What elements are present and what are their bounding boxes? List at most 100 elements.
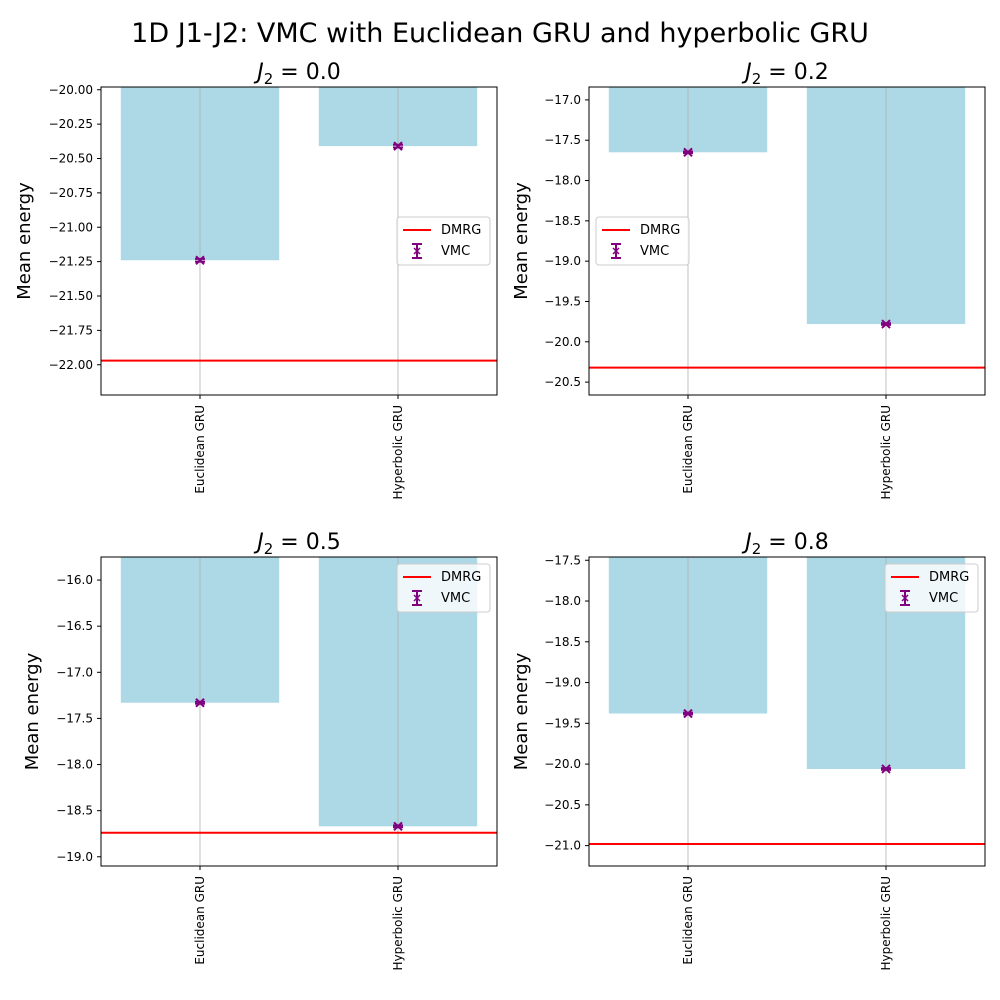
- vmc-point-0: [683, 708, 693, 719]
- vmc-marker-stroke-b: [393, 141, 403, 151]
- x-tick-label: Euclidean GRU: [681, 876, 695, 965]
- subplot-2: −16.0 −16.5 −17.0 −17.5 −18.0 −18.5 −19.0 Eucli…: [22, 530, 498, 971]
- x-tick-label: Euclidean GRU: [193, 876, 207, 965]
- vmc-marker-stroke-b: [393, 821, 403, 832]
- subplot-1: −17.0 −17.5 −18.0 −18.5 −19.0 −19.5 −20.0 −20.5…: [511, 60, 986, 500]
- x-tick-label: Hyperbolic GRU: [879, 405, 893, 500]
- legend-dmrg-label: DMRG: [441, 570, 481, 585]
- vmc-marker-stroke-b: [195, 698, 205, 708]
- y-tick-label: −21.00: [49, 220, 93, 234]
- title-symbol: J: [741, 60, 752, 85]
- title-subscript: 2: [752, 70, 762, 88]
- y-tick-label: −21.75: [49, 323, 93, 337]
- axes-frame: [588, 556, 986, 867]
- legend-vmc-label: VMC: [441, 591, 470, 606]
- y-axis-label: Mean energy: [511, 182, 532, 300]
- vmc-point-0: [195, 255, 205, 265]
- figure-title: 1D J1-J2: VMC with Euclidean GRU and hyp…: [131, 18, 869, 49]
- legend-vmc-marker-b: [612, 247, 620, 255]
- title-value: = 0.0: [273, 60, 340, 85]
- legend: DMRG VMC: [595, 216, 690, 266]
- y-tick-label: −21.50: [49, 289, 93, 303]
- vmc-marker-stroke-b: [881, 764, 891, 774]
- y-tick-label: −17.0: [56, 665, 93, 679]
- axes-frame: [100, 556, 498, 867]
- y-tick-label: −21.0: [544, 839, 581, 853]
- title-value: = 0.2: [761, 60, 828, 85]
- title-symbol: J: [253, 530, 264, 555]
- y-tick-label: −18.5: [544, 635, 581, 649]
- vmc-marker-stroke-b: [881, 319, 891, 329]
- y-tick-label: −19.0: [544, 254, 581, 268]
- x-tick-label: Euclidean GRU: [193, 405, 207, 494]
- title-value: = 0.8: [761, 530, 828, 555]
- y-tick-label: −22.00: [49, 358, 93, 372]
- y-tick-label: −18.0: [56, 758, 93, 772]
- y-axis-label: Mean energy: [22, 652, 43, 770]
- y-tick-label: −17.5: [56, 711, 93, 725]
- legend-vmc-label: VMC: [441, 244, 470, 259]
- y-tick-label: −20.0: [544, 335, 581, 349]
- legend-dmrg-label: DMRG: [640, 223, 680, 238]
- x-tick-label: Hyperbolic GRU: [879, 876, 893, 971]
- y-tick-label: −16.0: [56, 573, 93, 587]
- vmc-marker-stroke-b: [683, 708, 693, 719]
- legend: DMRG VMC: [884, 563, 979, 613]
- subplot-title: J2 = 0.2: [741, 60, 828, 88]
- legend-dmrg-label: DMRG: [929, 570, 969, 585]
- y-tick-label: −17.0: [544, 93, 581, 107]
- y-tick-label: −17.5: [544, 133, 581, 147]
- title-value: = 0.5: [273, 530, 340, 555]
- vmc-marker-stroke-b: [195, 255, 205, 265]
- title-symbol: J: [741, 530, 752, 555]
- y-tick-label: −20.00: [49, 83, 93, 97]
- legend-dmrg-label: DMRG: [441, 223, 481, 238]
- vmc-point-0: [195, 698, 205, 708]
- x-tick-label: Euclidean GRU: [681, 405, 695, 494]
- x-tick-label: Hyperbolic GRU: [391, 876, 405, 971]
- y-tick-label: −20.5: [544, 375, 581, 389]
- vmc-point-1: [393, 821, 403, 832]
- y-tick-label: −19.5: [544, 716, 581, 730]
- y-tick-label: −20.75: [49, 186, 93, 200]
- vmc-point-1: [393, 141, 403, 151]
- y-tick-label: −20.5: [544, 798, 581, 812]
- y-tick-label: −19.0: [544, 676, 581, 690]
- legend-vmc-label: VMC: [640, 244, 669, 259]
- y-tick-label: −18.5: [544, 214, 581, 228]
- subplot-title: J2 = 0.8: [741, 530, 828, 558]
- subplot-grid: −20.00 −20.25 −20.50 −20.75 −21.00 −21.25 −21.…: [14, 60, 986, 971]
- y-tick-label: −18.0: [544, 594, 581, 608]
- y-tick-label: −18.5: [56, 804, 93, 818]
- y-tick-label: −20.0: [544, 757, 581, 771]
- title-subscript: 2: [264, 70, 274, 88]
- legend-vmc-marker-b: [901, 594, 909, 602]
- axes-frame: [100, 86, 498, 396]
- subplot-3: −17.5 −18.0 −18.5 −19.0 −19.5 −20.0 −20.5 −21.0…: [511, 530, 986, 971]
- subplot-title: J2 = 0.5: [253, 530, 340, 558]
- title-subscript: 2: [752, 540, 762, 558]
- y-axis-label: Mean energy: [511, 652, 532, 770]
- subplot-0: −20.00 −20.25 −20.50 −20.75 −21.00 −21.25 −21.…: [14, 60, 498, 500]
- title-subscript: 2: [264, 540, 274, 558]
- axes-frame: [588, 86, 986, 396]
- y-axis-label: Mean energy: [14, 182, 35, 300]
- legend: DMRG VMC: [396, 216, 491, 266]
- legend-vmc-marker-b: [413, 247, 421, 255]
- y-tick-label: −19.5: [544, 294, 581, 308]
- x-tick-label: Hyperbolic GRU: [391, 405, 405, 500]
- legend-vmc-label: VMC: [929, 591, 958, 606]
- vmc-point-1: [881, 319, 891, 329]
- title-symbol: J: [253, 60, 264, 85]
- vmc-point-1: [881, 764, 891, 774]
- y-tick-label: −19.0: [56, 850, 93, 864]
- vmc-marker-stroke-b: [683, 147, 693, 158]
- y-tick-label: −16.5: [56, 619, 93, 633]
- y-tick-label: −21.25: [49, 255, 93, 269]
- subplot-title: J2 = 0.0: [253, 60, 340, 88]
- legend-vmc-marker-b: [413, 594, 421, 602]
- legend: DMRG VMC: [396, 563, 491, 613]
- vmc-point-0: [683, 147, 693, 158]
- y-tick-label: −20.25: [49, 117, 93, 131]
